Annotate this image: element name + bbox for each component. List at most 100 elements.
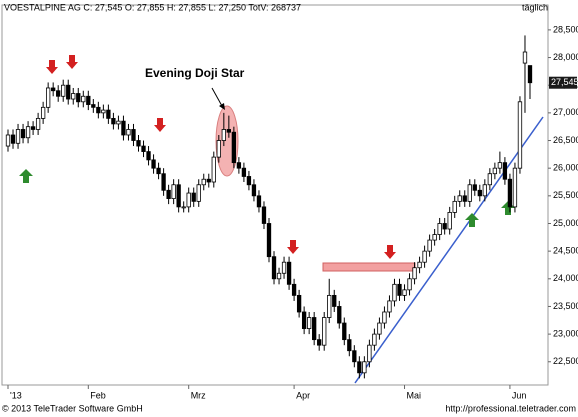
candle-body [467, 184, 472, 202]
candle-body [347, 339, 352, 352]
candle-body [101, 109, 106, 114]
candle-body [231, 131, 237, 164]
candle-body [96, 106, 101, 114]
last-price-box [549, 76, 577, 89]
x-tick-label: '13 [10, 390, 22, 400]
candle-body [377, 322, 382, 335]
candle-body [166, 189, 171, 199]
candle-body [427, 239, 432, 252]
candle-body [417, 261, 422, 269]
candle-body [151, 159, 156, 169]
candle-body [40, 106, 46, 119]
candle-body [91, 104, 96, 108]
candle-body [81, 95, 86, 103]
candle-body [452, 200, 457, 213]
candle-body [211, 156, 216, 183]
candle-body [437, 223, 442, 235]
candle-body [301, 311, 307, 329]
candle-body [502, 162, 508, 180]
candle-body [522, 51, 528, 64]
candle-body [276, 272, 282, 280]
candle-body [20, 129, 26, 139]
candle-body [442, 223, 447, 230]
candle-body [392, 283, 397, 302]
resistance-zone [322, 262, 416, 272]
candle-body [327, 294, 332, 318]
candle-body [241, 167, 247, 177]
candle-body [527, 65, 533, 84]
last-price-label: 27,545 [551, 77, 578, 87]
candle-body [387, 300, 392, 313]
annotation-pointer [211, 87, 223, 107]
candle-body [457, 195, 462, 202]
candle-body [221, 129, 226, 141]
candle-body [256, 195, 262, 208]
y-tick-label: 26,000 [553, 163, 578, 173]
candle-body [342, 322, 347, 341]
candle-body [306, 317, 312, 329]
candle-body [61, 84, 66, 97]
candle-body [161, 173, 166, 191]
y-tick-label: 23,500 [553, 301, 578, 311]
candle-body [146, 151, 151, 161]
plot-frame [1, 4, 549, 386]
candle-body [482, 184, 487, 197]
candle-body [382, 311, 387, 324]
x-tick-label: Feb [90, 390, 106, 400]
candle-body [30, 126, 36, 130]
candle-body [281, 261, 287, 274]
candle-body [462, 195, 467, 202]
candle-body [372, 333, 377, 346]
y-tick-label: 24,500 [553, 246, 578, 256]
candle-body [246, 176, 252, 186]
x-tick-label: Mrz [191, 390, 206, 400]
candle-body [116, 120, 121, 125]
candle-body [477, 189, 482, 197]
candle-body [201, 178, 206, 186]
candle-body [332, 294, 337, 307]
candle-body [291, 283, 297, 296]
candle-body [407, 278, 412, 291]
candle-body [226, 129, 232, 133]
candle-body [76, 93, 81, 103]
y-tick-label: 28,500 [553, 24, 578, 34]
candle-body [106, 109, 111, 119]
candle-body [66, 84, 71, 100]
candle-body [432, 234, 437, 241]
candle-body [402, 289, 407, 296]
y-tick-label: 24,000 [553, 273, 578, 283]
sell-arrows [46, 55, 396, 259]
candle-body [191, 192, 196, 202]
candle-body [86, 95, 91, 105]
candle-body [141, 145, 146, 152]
chart-title: VOESTALPINE AG C: 27,545 O: 27,855 H: 27… [4, 2, 301, 12]
candle-body [322, 317, 327, 346]
candle-body [126, 129, 131, 136]
y-tick-label: 26,500 [553, 135, 578, 145]
candle-body [71, 93, 76, 100]
footer-left: © 2013 TeleTrader Software GmbH [2, 403, 143, 413]
candle-body [517, 101, 523, 169]
candle-body [512, 167, 518, 208]
candle-body [296, 294, 302, 313]
x-tick-label: Jun [512, 390, 527, 400]
y-tick-label: 27,000 [553, 107, 578, 117]
candle-body [5, 134, 11, 147]
candle-body [312, 317, 317, 341]
candle-body [206, 178, 211, 183]
candle-body [176, 184, 181, 208]
candle-body [10, 134, 16, 144]
candle-body [271, 256, 277, 280]
candle-body [357, 361, 362, 374]
candle-body [181, 206, 186, 209]
candle-body [216, 140, 221, 158]
candle-body [45, 87, 51, 108]
candle-body [131, 129, 136, 141]
x-tick-label: Apr [296, 390, 310, 400]
candle-body [15, 129, 21, 144]
candle-body [266, 223, 272, 258]
footer-right: http://professional.teletrader.com [445, 403, 576, 413]
trend-line [354, 116, 544, 384]
y-tick-label: 25,000 [553, 218, 578, 228]
